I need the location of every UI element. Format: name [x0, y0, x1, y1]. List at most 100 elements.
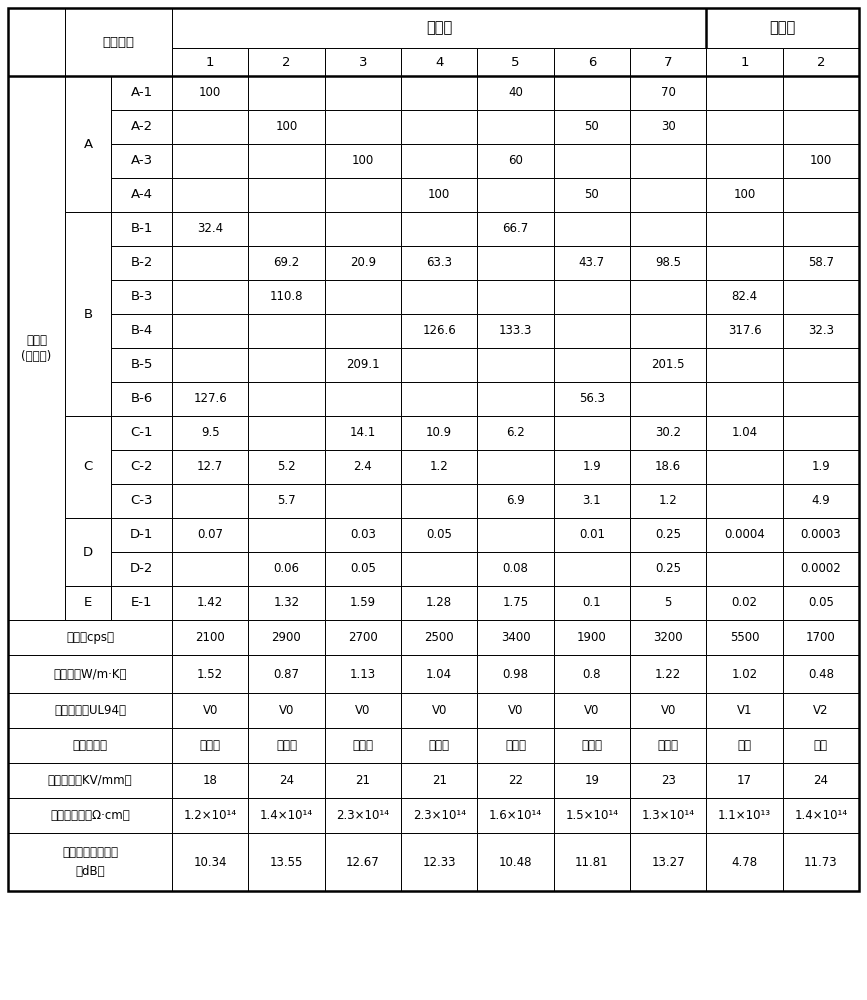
- Text: 电磁冈容性，余量: 电磁冈容性，余量: [62, 846, 118, 859]
- Bar: [324, 212, 401, 246]
- Bar: [707, 110, 783, 144]
- Text: A-3: A-3: [130, 154, 153, 167]
- Text: B-4: B-4: [130, 324, 153, 338]
- Text: B-5: B-5: [130, 359, 153, 371]
- Text: 1.02: 1.02: [732, 668, 758, 680]
- Bar: [554, 76, 630, 110]
- Text: (重量份): (重量份): [22, 350, 52, 362]
- Bar: [630, 144, 707, 178]
- Text: 1.42: 1.42: [197, 596, 224, 609]
- Bar: [324, 833, 401, 891]
- Bar: [478, 178, 554, 212]
- Bar: [248, 586, 324, 620]
- Bar: [324, 484, 401, 518]
- Bar: [401, 798, 478, 833]
- Bar: [248, 76, 324, 110]
- Bar: [783, 798, 859, 833]
- Text: 阻燃等级（UL94）: 阻燃等级（UL94）: [54, 704, 126, 717]
- Text: 70: 70: [661, 87, 675, 100]
- Text: 1.32: 1.32: [273, 596, 300, 609]
- Bar: [111, 518, 172, 552]
- Text: 0.25: 0.25: [655, 562, 681, 576]
- Bar: [554, 416, 630, 450]
- Bar: [324, 280, 401, 314]
- Text: D: D: [83, 546, 93, 558]
- Text: 24: 24: [813, 774, 828, 787]
- Text: E: E: [84, 596, 92, 609]
- Bar: [783, 833, 859, 891]
- Bar: [783, 586, 859, 620]
- Bar: [248, 728, 324, 763]
- Text: V1: V1: [737, 704, 753, 717]
- Text: 1900: 1900: [577, 631, 607, 644]
- Bar: [401, 763, 478, 798]
- Bar: [324, 693, 401, 728]
- Bar: [554, 314, 630, 348]
- Bar: [478, 212, 554, 246]
- Text: 317.6: 317.6: [727, 324, 761, 338]
- Text: 0.06: 0.06: [273, 562, 299, 576]
- Bar: [111, 144, 172, 178]
- Bar: [111, 76, 172, 110]
- Bar: [707, 833, 783, 891]
- Bar: [707, 620, 783, 655]
- Bar: [783, 144, 859, 178]
- Bar: [8, 728, 172, 763]
- Bar: [630, 450, 707, 484]
- Text: 无中毒: 无中毒: [505, 739, 526, 752]
- Text: 1.6×10¹⁴: 1.6×10¹⁴: [489, 809, 542, 822]
- Bar: [248, 110, 324, 144]
- Text: C-3: C-3: [130, 494, 153, 508]
- Bar: [630, 763, 707, 798]
- Text: 体积电阔率（Ω·cm）: 体积电阔率（Ω·cm）: [50, 809, 130, 822]
- Text: 40: 40: [508, 87, 523, 100]
- Bar: [172, 728, 248, 763]
- Bar: [554, 552, 630, 586]
- Bar: [65, 212, 111, 416]
- Bar: [554, 586, 630, 620]
- Bar: [478, 693, 554, 728]
- Text: 组分名称: 组分名称: [102, 35, 134, 48]
- Text: V0: V0: [661, 704, 676, 717]
- Bar: [707, 518, 783, 552]
- Bar: [707, 246, 783, 280]
- Bar: [248, 518, 324, 552]
- Bar: [707, 586, 783, 620]
- Text: 30.2: 30.2: [655, 426, 681, 440]
- Text: 24: 24: [279, 774, 294, 787]
- Bar: [707, 655, 783, 693]
- Bar: [401, 382, 478, 416]
- Bar: [783, 246, 859, 280]
- Text: 2: 2: [817, 55, 825, 68]
- Bar: [707, 8, 859, 48]
- Bar: [248, 212, 324, 246]
- Bar: [707, 728, 783, 763]
- Text: 100: 100: [352, 154, 374, 167]
- Bar: [630, 728, 707, 763]
- Text: 209.1: 209.1: [346, 359, 380, 371]
- Text: 82.4: 82.4: [732, 290, 758, 304]
- Bar: [65, 586, 111, 620]
- Bar: [630, 833, 707, 891]
- Bar: [783, 693, 859, 728]
- Text: 43.7: 43.7: [579, 256, 605, 269]
- Bar: [8, 693, 172, 728]
- Bar: [172, 280, 248, 314]
- Bar: [111, 348, 172, 382]
- Text: 1700: 1700: [806, 631, 836, 644]
- Bar: [630, 246, 707, 280]
- Bar: [401, 552, 478, 586]
- Bar: [8, 655, 172, 693]
- Bar: [707, 450, 783, 484]
- Text: 10.34: 10.34: [193, 856, 227, 868]
- Text: 11.73: 11.73: [804, 856, 838, 868]
- Text: 19: 19: [584, 774, 599, 787]
- Bar: [172, 484, 248, 518]
- Text: 60: 60: [508, 154, 523, 167]
- Bar: [65, 518, 111, 586]
- Text: 2700: 2700: [348, 631, 378, 644]
- Bar: [324, 178, 401, 212]
- Bar: [478, 48, 554, 76]
- Text: 98.5: 98.5: [655, 256, 681, 269]
- Bar: [172, 178, 248, 212]
